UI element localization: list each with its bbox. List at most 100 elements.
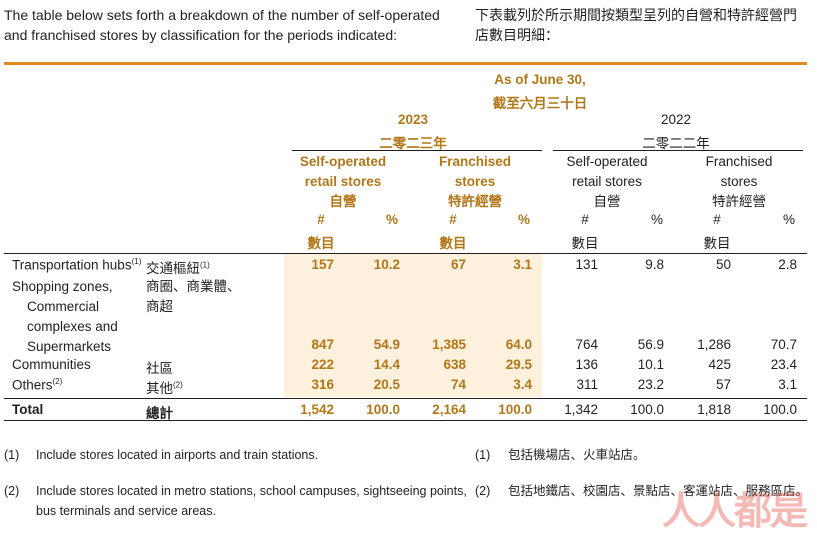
cell: 425 — [708, 357, 731, 372]
footnote-ref: (2) — [173, 380, 183, 390]
group-label-zh: 自營 — [593, 194, 621, 209]
cell: 2.8 — [778, 257, 797, 272]
group-label: stores — [720, 174, 758, 189]
footnote-ref: (1) — [200, 260, 210, 270]
cell: 9.8 — [645, 257, 664, 272]
cell: 638 — [443, 357, 466, 372]
cell: 70.7 — [770, 337, 797, 352]
row-label-en: Transportation hubs — [12, 257, 132, 273]
col-num-header: # — [581, 212, 589, 227]
cell: 14.4 — [373, 357, 400, 372]
cell: 1,286 — [697, 337, 731, 352]
footnote-mark-zh: (1) — [475, 448, 491, 462]
row-label-communities: Communities — [12, 357, 91, 372]
col-pct-header: % — [517, 212, 530, 227]
intro-text-en: The table below sets forth a breakdown o… — [4, 5, 440, 45]
row-label-others: Others(2) — [12, 377, 62, 393]
row-label-en: Shopping zones, — [12, 279, 113, 294]
cell: 23.2 — [637, 377, 664, 392]
row-label-zh: 商超 — [146, 299, 173, 314]
col-group-self-operated-2023: Self-operated retail stores 自營 — [284, 152, 402, 212]
row-label-zh: 商圈、商業體、 — [146, 279, 241, 294]
intro-line: 店數目明細： — [475, 27, 559, 43]
cell: 847 — [311, 337, 334, 352]
cell: 136 — [575, 357, 598, 372]
cell: 54.9 — [373, 337, 400, 352]
row-label-transportation-zh: 交通樞紐(1) — [146, 257, 210, 277]
year-2023-zh: 二零二三年 — [379, 136, 447, 151]
table-top-rule — [4, 62, 807, 65]
col-num-header-zh: 數目 — [439, 236, 467, 251]
col-pct-header: % — [385, 212, 398, 227]
footnote-line: bus terminals and service areas. — [36, 504, 216, 518]
total-bottom-rule — [4, 420, 807, 421]
row-label-zh: 其他 — [146, 381, 173, 396]
footnote-text: Include stores located in metro stations… — [36, 481, 467, 521]
cell-total: 1,818 — [697, 402, 731, 417]
as-of-en: As of June 30, — [494, 72, 586, 87]
group-label: Self-operated — [299, 154, 387, 169]
year-2022-zh: 二零二二年 — [642, 136, 710, 151]
cell: 10.2 — [373, 257, 400, 272]
group-label: Franchised — [438, 154, 512, 169]
row-label-en: Supermarkets — [27, 339, 112, 354]
intro-line: and franchised stores by classification … — [4, 27, 397, 43]
header-bottom-rule — [4, 253, 807, 254]
footnote-ref: (2) — [52, 377, 63, 386]
year-2023-underline — [292, 150, 542, 151]
col-num-header: # — [317, 212, 325, 227]
group-label: retail stores — [572, 174, 642, 189]
cell: 56.9 — [637, 337, 664, 352]
cell-total: 100.0 — [366, 402, 400, 417]
row-label-shopping: Shopping zones, Commercial complexes and… — [12, 277, 118, 357]
group-label: Franchised — [705, 154, 773, 169]
total-top-rule — [4, 398, 807, 399]
watermark-logo: 人人都是 — [662, 491, 808, 533]
intro-text-zh: 下表載列於所示期間按類型呈列的自營和特許經營門 店數目明細： — [475, 5, 797, 45]
cell: 1,385 — [432, 337, 466, 352]
cell: 311 — [576, 377, 598, 392]
row-label-total: Total — [12, 402, 44, 417]
group-label: Self-operated — [566, 154, 648, 169]
cell-total: 1,542 — [300, 402, 334, 417]
cell: 316 — [311, 377, 334, 392]
cell: 222 — [311, 357, 334, 372]
cell: 157 — [311, 257, 334, 272]
row-label-total-zh: 總計 — [146, 406, 173, 421]
footnote-text-zh: 包括機場店、火車站店。 — [508, 448, 646, 462]
cell: 20.5 — [373, 377, 400, 392]
col-num-header-zh: 數目 — [307, 236, 335, 251]
col-pct-header: % — [650, 212, 663, 227]
as-of-zh: 截至六月三十日 — [492, 96, 588, 111]
col-num-header: # — [449, 212, 457, 227]
cell: 23.4 — [770, 357, 797, 372]
row-label-communities-zh: 社區 — [146, 361, 173, 376]
cell: 10.1 — [637, 357, 664, 372]
row-label-en: Others — [12, 377, 53, 393]
cell: 131 — [575, 257, 598, 272]
group-label: stores — [454, 174, 496, 189]
col-num-header: # — [713, 212, 721, 227]
cell: 74 — [450, 377, 466, 392]
cell: 64.0 — [505, 337, 532, 352]
row-label-transportation: Transportation hubs(1) — [12, 257, 141, 273]
col-group-franchised-2023: Franchised stores 特許經營 — [416, 152, 534, 212]
cell: 3.4 — [513, 377, 532, 392]
footnote-mark: (1) — [4, 448, 20, 462]
cell: 57 — [715, 377, 731, 392]
footnote-text-zh: 包括地鐵店、校園店、景點店、客運站店、服務區店。 — [508, 484, 809, 498]
footnote-mark-zh: (2) — [475, 484, 491, 498]
cell: 29.5 — [505, 357, 532, 372]
cell: 3.1 — [513, 257, 532, 272]
group-label-zh: 特許經營 — [448, 194, 502, 209]
cell: 50 — [715, 257, 731, 272]
footnote-text: Include stores located in airports and t… — [36, 448, 319, 462]
col-num-header-zh: 數目 — [703, 236, 731, 251]
year-2023: 2023 — [397, 112, 429, 127]
intro-line: 下表載列於所示期間按類型呈列的自營和特許經營門 — [475, 7, 797, 23]
group-label-zh: 特許經營 — [712, 194, 766, 209]
cell-total: 1,342 — [564, 402, 598, 417]
year-2022-underline — [553, 150, 803, 151]
col-num-header-zh: 數目 — [571, 236, 599, 251]
row-label-others-zh: 其他(2) — [146, 377, 183, 397]
